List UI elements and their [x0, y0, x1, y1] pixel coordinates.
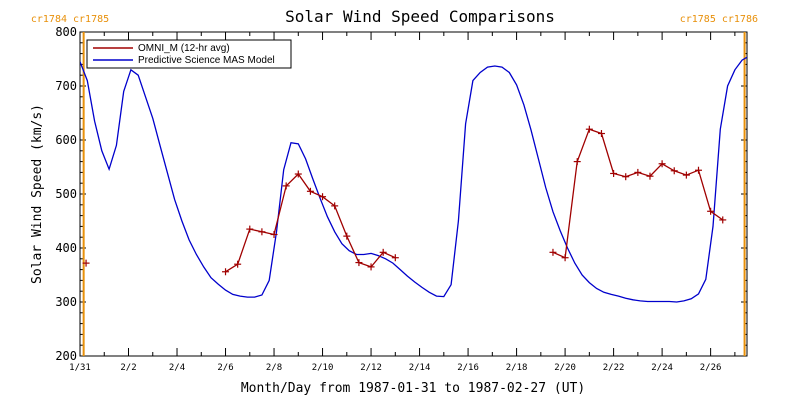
observed-point-marker	[561, 254, 569, 262]
x-tick-label: 2/22	[603, 363, 625, 373]
observed-point-marker	[719, 216, 727, 224]
x-tick-label: 2/2	[120, 363, 136, 373]
observed-point-marker	[658, 160, 666, 168]
y-tick-label: 300	[55, 295, 77, 309]
plot-area: 200 300 400 500 600 700 800 1/31 2/2 2/4 2/6 2/8 2/…	[55, 25, 748, 373]
observed-point-marker	[282, 182, 290, 190]
observed-point-marker	[622, 173, 630, 181]
observed-point-marker	[585, 125, 593, 133]
observed-series	[82, 125, 727, 276]
observed-point-marker	[549, 248, 557, 256]
carrington-label-right: cr1785 cr1786	[680, 14, 758, 25]
legend-label-model: Predictive Science MAS Model	[138, 55, 275, 66]
observed-point-marker	[634, 168, 642, 176]
y-axis-ticks: 200 300 400 500 600 700 800	[55, 25, 747, 363]
x-tick-label: 2/8	[266, 363, 282, 373]
observed-point-marker	[707, 207, 715, 215]
observed-point-marker	[597, 130, 605, 138]
observed-point-marker	[391, 254, 399, 262]
model-series-line	[80, 56, 747, 303]
x-tick-label: 2/20	[554, 363, 576, 373]
observed-point-marker	[573, 158, 581, 166]
observed-point-marker	[306, 187, 314, 195]
y-tick-label: 400	[55, 241, 77, 255]
x-tick-label: 2/18	[506, 363, 528, 373]
observed-point-marker	[234, 260, 242, 268]
x-tick-label: 2/26	[700, 363, 722, 373]
model-series	[80, 56, 747, 303]
observed-point-marker	[82, 259, 90, 267]
observed-point-marker	[646, 172, 654, 180]
legend-label-observed: OMNI_M (12-hr avg)	[138, 43, 230, 54]
y-tick-label: 600	[55, 133, 77, 147]
x-tick-label: 2/4	[169, 363, 185, 373]
y-tick-label: 700	[55, 79, 77, 93]
chart-title: Solar Wind Speed Comparisons	[285, 7, 555, 26]
observed-point-marker	[222, 268, 230, 276]
observed-point-marker	[670, 167, 678, 175]
carrington-label-left: cr1784 cr1785	[31, 14, 109, 25]
observed-point-marker	[367, 263, 375, 271]
x-axis-ticks: 1/31 2/2 2/4 2/6 2/8 2/10 2/12 2/14 2/16 2/18 2/20…	[69, 32, 736, 373]
observed-point-marker	[355, 259, 363, 267]
x-tick-label: 2/10	[312, 363, 334, 373]
x-tick-label: 1/31	[69, 363, 91, 373]
x-axis-label: Month/Day from 1987-01-31 to 1987-02-27 …	[241, 381, 585, 396]
observed-point-marker	[610, 169, 618, 177]
observed-point-marker	[258, 228, 266, 236]
x-tick-label: 2/14	[409, 363, 431, 373]
observed-point-marker	[270, 231, 278, 238]
x-tick-label: 2/16	[457, 363, 479, 373]
y-axis-label: Solar Wind Speed (km/s)	[30, 104, 45, 284]
legend-box	[86, 39, 292, 69]
x-tick-label: 2/12	[360, 363, 382, 373]
y-tick-label: 200	[55, 349, 77, 363]
observed-point-marker	[246, 225, 254, 233]
y-tick-label: 500	[55, 187, 77, 201]
x-tick-label: 2/24	[651, 363, 673, 373]
y-tick-label: 800	[55, 25, 77, 39]
observed-point-marker	[379, 248, 387, 256]
legend: OMNI_M (12-hr avg) Predictive Science MA…	[86, 39, 292, 69]
observed-point-marker	[682, 171, 690, 179]
observed-point-marker	[331, 202, 339, 210]
observed-point-marker	[294, 170, 302, 178]
carrington-lines	[82, 32, 746, 356]
x-tick-label: 2/6	[217, 363, 233, 373]
observed-point-marker	[694, 166, 702, 174]
observed-point-marker	[343, 232, 351, 240]
observed-point-marker	[319, 193, 327, 201]
